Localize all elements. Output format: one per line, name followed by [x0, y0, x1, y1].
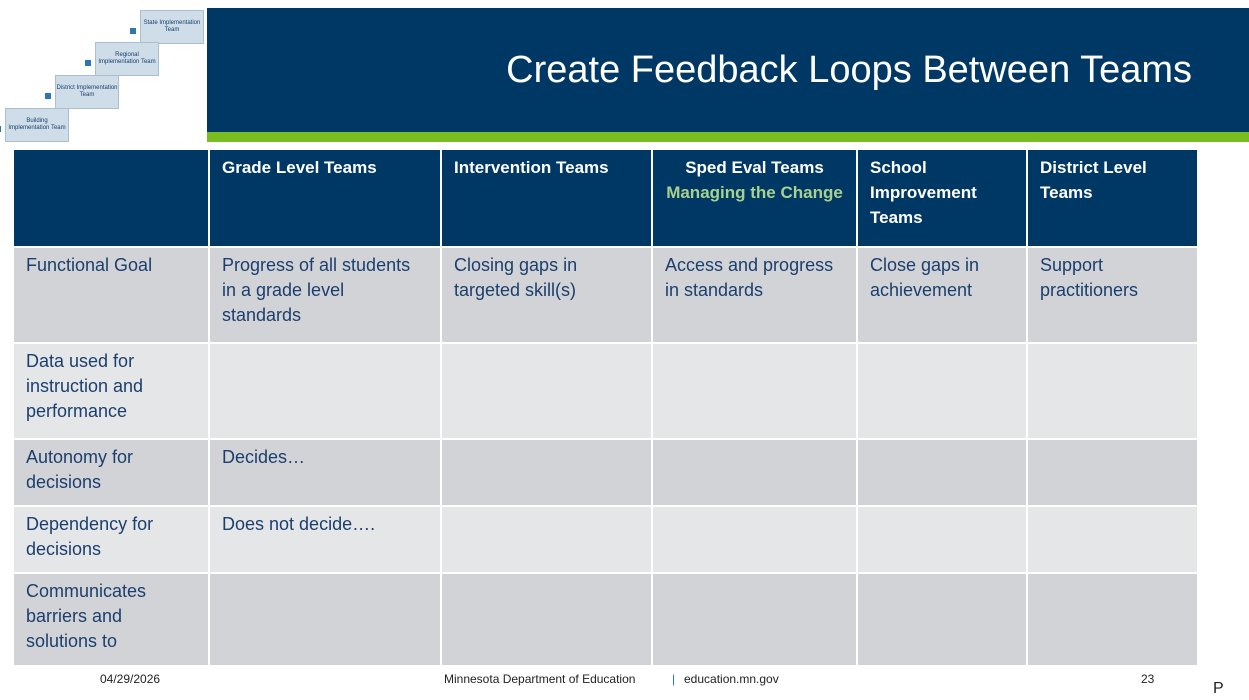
table-cell: Close gaps in achievement [856, 246, 1028, 344]
page-number: 23 [1141, 672, 1155, 686]
table-cell [651, 572, 858, 667]
header-stripe [207, 132, 1249, 142]
column-title: Grade Level Teams [222, 158, 377, 177]
table-cell: Closing gaps in targeted skill(s) [440, 246, 653, 344]
logo-marker [130, 28, 136, 34]
column-header: School Improvement Teams [856, 148, 1028, 248]
table-cell [1026, 438, 1199, 507]
table-cell [208, 342, 442, 440]
table-row: Autonomy for decisions Decides… [12, 438, 1199, 507]
column-subtitle: Managing the Change [666, 183, 843, 202]
table-cell [1026, 572, 1199, 667]
table-cell [651, 438, 858, 507]
logo-level: District Implementation Team [55, 75, 119, 109]
logo-marker [85, 60, 91, 66]
footer-url: education.mn.gov [684, 672, 779, 686]
header-band [207, 8, 1249, 132]
row-label: Data used for instruction and performanc… [12, 342, 210, 440]
table-cell [856, 438, 1028, 507]
table-cell [440, 505, 653, 574]
row-label: Dependency for decisions [12, 505, 210, 574]
logo-marker [0, 126, 1, 132]
table-cell [208, 572, 442, 667]
footer-date: 04/29/2026 [100, 672, 161, 686]
table-cell [856, 572, 1028, 667]
table-cell [1026, 505, 1199, 574]
column-header: District Level Teams [1026, 148, 1199, 248]
row-label: Communicates barriers and solutions to [12, 572, 210, 667]
table-cell [1026, 342, 1199, 440]
table-row: Data used for instruction and performanc… [12, 342, 1199, 440]
logo-marker [45, 93, 51, 99]
logo-level: State Implementation Team [140, 10, 204, 44]
table-row: Functional Goal Progress of all students … [12, 246, 1199, 344]
table-cell: Access and progress in standards [651, 246, 858, 344]
table-cell: Progress of all students in a grade leve… [208, 246, 442, 344]
table-row: Communicates barriers and solutions to [12, 572, 1199, 667]
column-header: Grade Level Teams [208, 148, 442, 248]
table-cell [856, 342, 1028, 440]
row-label: Functional Goal [12, 246, 210, 344]
table-cell [440, 572, 653, 667]
table-cell: Decides… [208, 438, 442, 507]
table-cell: Does not decide…. [208, 505, 442, 574]
table: Grade Level Teams Intervention Teams Sped … [12, 148, 1199, 667]
table-cell [856, 505, 1028, 574]
table-cell: Support practitioners [1026, 246, 1199, 344]
header-row: Grade Level Teams Intervention Teams Sped … [12, 148, 1199, 248]
header-corner [12, 148, 210, 248]
column-header: Intervention Teams [440, 148, 653, 248]
table-cell [440, 342, 653, 440]
stray-letter: P [1213, 680, 1224, 697]
table-cell [651, 342, 858, 440]
logo-level: Regional Implementation Team [95, 42, 159, 76]
slide-title: Create Feedback Loops Between Teams [506, 48, 1192, 91]
logo-level: Building Implementation Team [5, 108, 69, 142]
column-title: Sped Eval Teams [685, 158, 824, 177]
row-label: Autonomy for decisions [12, 438, 210, 507]
table-cell [440, 438, 653, 507]
column-header: Sped Eval Teams Managing the Change [651, 148, 858, 248]
table-cell [651, 505, 858, 574]
footer-org: Minnesota Department of Education [444, 672, 636, 686]
table-row: Dependency for decisions Does not decide…… [12, 505, 1199, 574]
footer-separator: | [672, 672, 676, 686]
column-title: Intervention Teams [454, 158, 609, 177]
logo: State Implementation Team Regional Implem… [0, 0, 207, 148]
column-title: District Level Teams [1040, 158, 1147, 202]
column-title: School Improvement Teams [870, 158, 977, 227]
